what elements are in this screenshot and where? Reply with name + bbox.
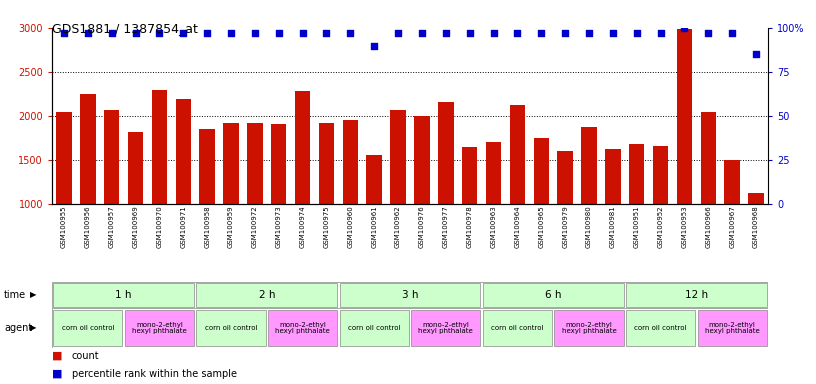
Point: [248, 30, 261, 36]
Point: [559, 30, 572, 36]
Point: [392, 30, 405, 36]
Text: corn oil control: corn oil control: [348, 325, 401, 331]
Text: mono-2-ethyl
hexyl phthalate: mono-2-ethyl hexyl phthalate: [561, 321, 616, 334]
Bar: [366, 155, 382, 204]
Point: [750, 51, 763, 58]
Point: [82, 30, 95, 36]
Point: [320, 30, 333, 36]
Bar: [152, 89, 167, 204]
Bar: [104, 110, 119, 204]
Point: [463, 30, 477, 36]
Bar: [411, 310, 481, 346]
Point: [487, 30, 500, 36]
Bar: [725, 160, 740, 204]
Text: ▶: ▶: [30, 323, 37, 333]
Bar: [197, 310, 265, 346]
Text: corn oil control: corn oil control: [61, 325, 114, 331]
Text: corn oil control: corn oil control: [634, 325, 687, 331]
Bar: [295, 91, 310, 204]
Bar: [339, 283, 481, 307]
Text: GDS1881 / 1387854_at: GDS1881 / 1387854_at: [52, 22, 197, 35]
Bar: [676, 29, 692, 204]
Bar: [128, 132, 144, 204]
Bar: [554, 310, 623, 346]
Point: [534, 30, 548, 36]
Point: [606, 30, 619, 36]
Bar: [339, 310, 409, 346]
Bar: [343, 119, 358, 204]
Text: mono-2-ethyl
hexyl phthalate: mono-2-ethyl hexyl phthalate: [132, 321, 187, 334]
Text: count: count: [72, 351, 100, 361]
Point: [273, 30, 286, 36]
Bar: [534, 138, 549, 204]
Bar: [626, 310, 695, 346]
Text: 3 h: 3 h: [401, 290, 419, 300]
Bar: [486, 142, 501, 204]
Bar: [557, 151, 573, 204]
Point: [415, 30, 428, 36]
Text: 1 h: 1 h: [115, 290, 132, 300]
Bar: [462, 147, 477, 204]
Bar: [390, 110, 406, 204]
Point: [630, 30, 643, 36]
Point: [177, 30, 190, 36]
Point: [201, 30, 214, 36]
Text: ■: ■: [52, 351, 63, 361]
Bar: [748, 192, 764, 204]
Text: 12 h: 12 h: [685, 290, 708, 300]
Bar: [626, 283, 767, 307]
Bar: [80, 94, 95, 204]
Text: corn oil control: corn oil control: [491, 325, 543, 331]
Point: [224, 30, 237, 36]
Point: [702, 30, 715, 36]
Point: [439, 30, 452, 36]
Point: [105, 30, 118, 36]
Bar: [581, 127, 596, 204]
Bar: [271, 124, 286, 204]
Text: 6 h: 6 h: [545, 290, 561, 300]
Bar: [125, 310, 194, 346]
Bar: [56, 113, 72, 204]
Bar: [197, 283, 337, 307]
Bar: [510, 106, 526, 204]
Text: mono-2-ethyl
hexyl phthalate: mono-2-ethyl hexyl phthalate: [705, 321, 760, 334]
Text: mono-2-ethyl
hexyl phthalate: mono-2-ethyl hexyl phthalate: [419, 321, 473, 334]
Point: [296, 30, 309, 36]
Point: [583, 30, 596, 36]
Point: [129, 30, 142, 36]
Bar: [701, 112, 716, 204]
Point: [654, 30, 667, 36]
Bar: [438, 102, 454, 204]
Point: [368, 43, 381, 49]
Text: ▶: ▶: [30, 291, 37, 300]
Point: [511, 30, 524, 36]
Bar: [415, 116, 430, 204]
Bar: [199, 129, 215, 204]
Text: ■: ■: [52, 369, 63, 379]
Bar: [605, 149, 621, 204]
Text: agent: agent: [4, 323, 33, 333]
Bar: [653, 146, 668, 204]
Bar: [483, 283, 623, 307]
Bar: [698, 310, 767, 346]
Bar: [247, 123, 263, 204]
Point: [678, 25, 691, 31]
Text: percentile rank within the sample: percentile rank within the sample: [72, 369, 237, 379]
Bar: [224, 123, 239, 204]
Point: [344, 30, 357, 36]
Text: corn oil control: corn oil control: [205, 325, 257, 331]
Point: [57, 30, 70, 36]
Bar: [268, 310, 337, 346]
Bar: [629, 144, 645, 204]
Text: time: time: [4, 290, 26, 300]
Bar: [483, 310, 552, 346]
Bar: [53, 283, 194, 307]
Bar: [53, 310, 122, 346]
Text: 2 h: 2 h: [259, 290, 275, 300]
Bar: [175, 99, 191, 204]
Point: [153, 30, 166, 36]
Point: [725, 30, 738, 36]
Text: mono-2-ethyl
hexyl phthalate: mono-2-ethyl hexyl phthalate: [275, 321, 330, 334]
Bar: [319, 123, 335, 204]
